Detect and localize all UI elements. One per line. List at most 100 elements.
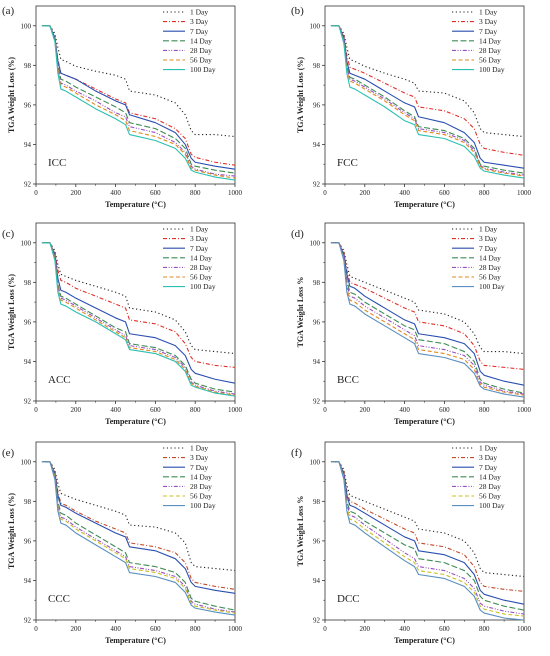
series-line-7-day [330,242,525,386]
sample-annotation: BCC [337,374,359,386]
y-tick-label: 100 [310,22,321,30]
y-tick-label: 98 [24,279,32,287]
legend-label: 3 Day [190,17,208,26]
legend-label: 7 Day [479,27,497,36]
legend-label: 3 Day [479,453,497,462]
y-axis-label: TGA Weight Loss (%) [7,274,16,350]
legend-label: 56 Day [479,492,501,501]
series-line-3-day [41,461,236,590]
y-tick-label: 94 [24,141,32,149]
sample-annotation: DCC [337,593,360,605]
x-tick-label: 0 [34,189,38,197]
x-tick-label: 400 [399,189,410,197]
series-line-100-day [330,461,525,621]
panel-label: (b) [291,5,304,17]
x-tick-label: 600 [150,406,161,414]
legend-label: 14 Day [479,472,501,481]
legend-label: 3 Day [479,17,497,26]
legend-label: 100 Day [190,282,216,291]
y-tick-label: 92 [313,181,321,189]
legend-label: 56 Day [190,56,212,65]
legend-label: 14 Day [479,36,501,45]
y-tick-label: 98 [24,62,32,70]
y-tick-label: 96 [313,101,321,109]
legend-label: 100 Day [479,65,505,74]
x-tick-label: 400 [110,625,121,633]
y-tick-label: 96 [313,537,321,545]
legend-label: 7 Day [479,463,497,472]
y-axis-label: TGA Weight Loss (%) [296,57,305,133]
series-line-14-day [330,242,525,394]
y-tick-label: 96 [24,101,32,109]
legend-label: 28 Day [479,46,501,55]
chart-panel-d: (d) 0 200 400 600 800 1000 92 94 96 98 100 Temperatu… [291,222,532,426]
series-line-1-day [41,242,236,355]
y-tick-label: 94 [313,577,321,585]
y-tick-label: 100 [21,239,32,247]
legend-label: 7 Day [190,27,208,36]
series-line-1-day [330,461,525,578]
legend-label: 1 Day [190,444,208,453]
legend-label: 100 Day [190,65,216,74]
sample-annotation: FCC [337,157,358,169]
x-tick-label: 1000 [228,189,243,197]
legend-label: 7 Day [479,244,497,253]
x-tick-label: 400 [399,625,410,633]
series-line-3-day [330,461,525,592]
series-line-3-day [330,25,525,156]
y-tick-label: 92 [24,617,32,625]
y-tick-label: 92 [24,181,32,189]
y-tick-label: 98 [313,279,321,287]
panel-label: (e) [2,447,15,459]
y-tick-label: 94 [313,358,321,366]
x-tick-label: 0 [34,625,38,633]
legend-label: 1 Day [190,8,208,17]
legend-label: 7 Day [190,463,208,472]
legend-label: 28 Day [190,46,212,55]
y-tick-label: 98 [313,62,321,70]
legend-label: 3 Day [190,234,208,243]
x-tick-label: 1000 [517,189,532,197]
x-tick-label: 800 [190,189,201,197]
chart-panel-c: (c) 0 200 400 600 800 1000 92 94 96 98 100 Temperatu… [2,222,243,426]
y-tick-label: 100 [310,239,321,247]
sample-annotation: ICC [48,157,66,169]
y-tick-label: 98 [24,498,32,506]
legend-label: 56 Day [190,492,212,501]
x-tick-label: 1000 [517,625,532,633]
sample-annotation: ACC [48,374,71,386]
x-tick-label: 0 [323,625,327,633]
x-tick-label: 0 [34,406,38,414]
y-tick-label: 100 [310,458,321,466]
chart-panel-e: (e) 0 200 400 600 800 1000 92 94 96 98 100 Temperatu… [2,441,243,645]
y-tick-label: 94 [24,577,32,585]
x-tick-label: 800 [479,625,490,633]
y-tick-label: 94 [313,141,321,149]
y-tick-label: 96 [313,318,321,326]
x-tick-label: 200 [71,625,82,633]
legend-label: 1 Day [479,444,497,453]
legend-label: 14 Day [479,253,501,262]
x-tick-label: 0 [323,406,327,414]
series-line-1-day [330,25,525,138]
series-line-7-day [330,25,525,169]
x-axis-label: Temperature (°C) [105,417,166,426]
y-axis-label: TGA Weight Loss % [296,496,305,567]
chart-panel-b: (b) 0 200 400 600 800 1000 92 94 96 98 100 Temperatu… [291,5,532,209]
x-tick-label: 800 [190,406,201,414]
series-line-100-day [41,461,236,616]
x-tick-label: 200 [71,406,82,414]
x-tick-label: 800 [190,625,201,633]
x-tick-label: 0 [323,189,327,197]
x-tick-label: 800 [479,189,490,197]
y-tick-label: 92 [313,617,321,625]
x-tick-label: 400 [110,406,121,414]
legend-label: 1 Day [190,225,208,234]
y-tick-label: 100 [21,22,32,30]
x-tick-label: 600 [439,189,450,197]
x-tick-label: 1000 [228,406,243,414]
panel-label: (d) [291,228,304,240]
x-tick-label: 800 [479,406,490,414]
legend-label: 28 Day [190,263,212,272]
